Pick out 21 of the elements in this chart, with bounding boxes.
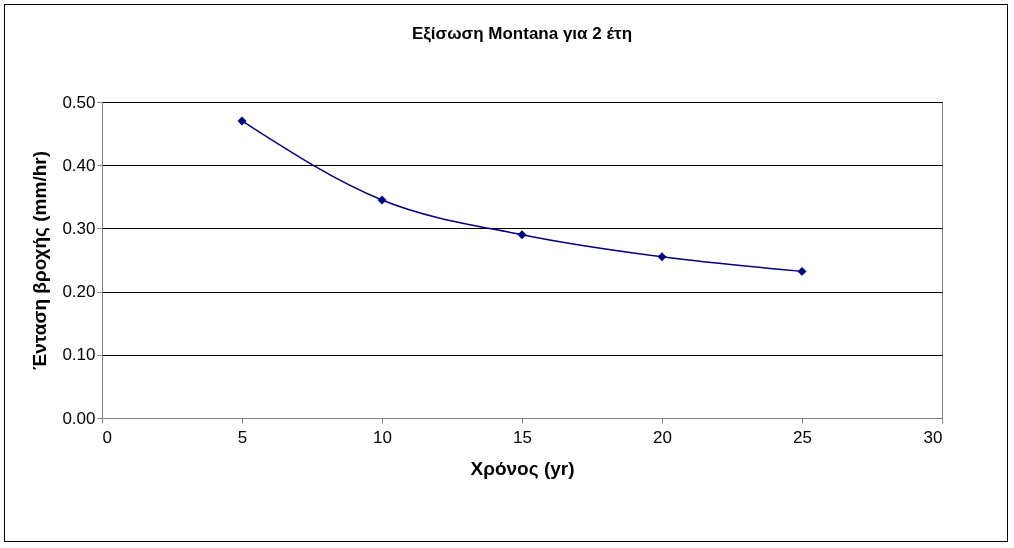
y-tick-label: 0.50	[62, 92, 96, 112]
y-tick-label: 0.20	[62, 282, 96, 302]
x-tick-label: 0	[102, 427, 112, 447]
y-tick-label: 0.10	[62, 345, 96, 365]
x-tick-label: 20	[653, 427, 672, 447]
y-tick-label: 0.00	[62, 408, 96, 428]
x-axis-title: Χρόνος (yr)	[470, 457, 575, 479]
y-tick-label: 0.40	[62, 155, 96, 175]
x-tick-label: 15	[513, 427, 532, 447]
point	[797, 266, 807, 276]
x-tick-label: 5	[237, 427, 248, 447]
point	[517, 230, 527, 240]
x-tick-label: 30	[923, 427, 943, 447]
y-tick-label: 0.30	[62, 218, 96, 238]
y-axis-title: Ένταση βροχής (mm/hr)	[29, 151, 51, 370]
x-tick-label: 25	[793, 427, 812, 447]
point	[377, 195, 387, 205]
point	[237, 116, 247, 126]
point	[657, 252, 667, 262]
chart-title: Εξίσωση Montana για 2 έτη	[411, 24, 633, 43]
x-tick-label: 10	[373, 427, 392, 447]
